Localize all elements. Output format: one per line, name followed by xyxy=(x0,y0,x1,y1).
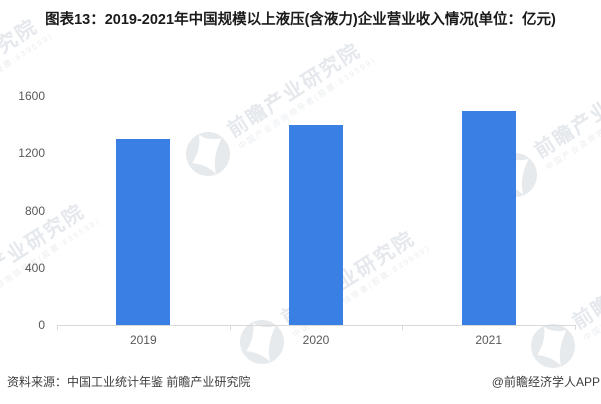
y-axis-label: 1600 xyxy=(18,89,45,103)
x-axis-label: 2021 xyxy=(475,333,503,347)
axis-tick xyxy=(575,325,576,330)
watermark: 前瞻产业研究院 中国产业咨询领导者(股票:839599) xyxy=(521,222,601,378)
x-axis-line xyxy=(57,325,576,326)
axis-tick xyxy=(57,325,58,330)
y-axis-label: 0 xyxy=(38,318,45,332)
plot-area xyxy=(57,96,575,325)
source-note: 资料来源：中国工业统计年鉴 前瞻产业研究院 xyxy=(7,375,251,389)
y-axis-label: 1200 xyxy=(18,146,45,161)
y-axis-label: 400 xyxy=(24,260,45,275)
bar-2019 xyxy=(116,138,171,325)
axis-tick xyxy=(229,325,231,330)
qianzhan-logo-icon xyxy=(521,314,585,378)
watermark: 前瞻产业研究院 中国产业咨询领导者(股票:839599) xyxy=(230,218,436,374)
qianzhan-logo-icon xyxy=(176,122,240,186)
x-axis-label: 2019 xyxy=(129,333,157,347)
bar-2020 xyxy=(289,124,343,325)
x-axis-label: 2020 xyxy=(302,333,330,347)
axis-tick xyxy=(402,325,404,330)
credit-note: @前瞻经济学人APP xyxy=(491,375,600,389)
qianzhan-logo-icon xyxy=(230,310,294,374)
y-axis-label: 800 xyxy=(24,203,45,218)
bar-2021 xyxy=(461,111,516,325)
chart-title: 图表13：2019-2021年中国规模以上液压(含液力)企业营业收入情况(单位：… xyxy=(45,12,556,28)
watermark: 前瞻产业研究院 中国产业咨询领导者(股票:839599) xyxy=(176,30,382,186)
